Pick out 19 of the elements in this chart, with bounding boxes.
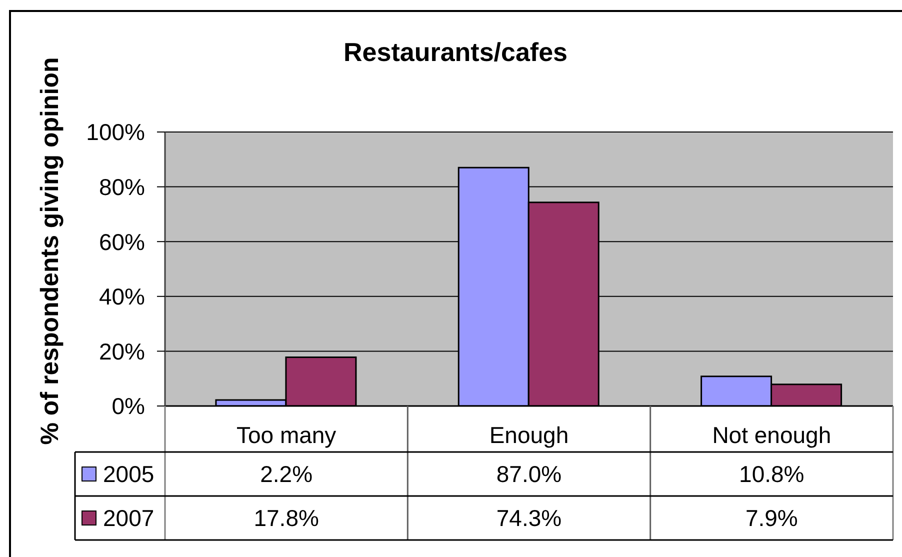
data-label: 74.3% (496, 505, 562, 531)
x-tick-label: Too many (236, 422, 337, 448)
x-tick-label: Enough (489, 422, 569, 448)
y-tick-label: 0% (112, 393, 145, 420)
legend-label: 2007 (103, 505, 154, 531)
y-axis-title: % of respondents giving opinion (36, 57, 64, 445)
data-label: 17.8% (254, 505, 319, 531)
y-tick-label: 40% (98, 284, 145, 310)
x-tick-label: Not enough (712, 422, 832, 448)
data-label: 7.9% (745, 505, 798, 531)
data-label: 10.8% (739, 461, 804, 487)
y-tick-label: 20% (98, 338, 145, 364)
chart-title: Restaurants/cafes (344, 37, 568, 67)
data-label: 87.0% (496, 461, 562, 487)
data-label: 2.2% (260, 461, 313, 487)
legend-label: 2005 (103, 461, 154, 487)
y-tick-label: 60% (98, 228, 145, 255)
y-tick-label: 80% (98, 174, 145, 200)
y-tick-label: 100% (86, 119, 145, 146)
